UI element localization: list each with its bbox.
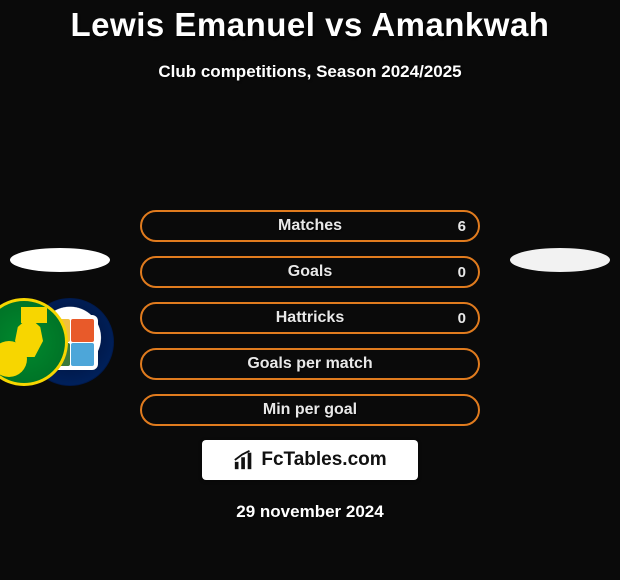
stat-row: Goals per match: [140, 348, 480, 380]
stat-value-right: 0: [458, 310, 466, 327]
site-name: FcTables.com: [261, 449, 386, 471]
bar-chart-icon: [233, 449, 255, 471]
stat-row: Min per goal: [140, 394, 480, 426]
site-badge[interactable]: FcTables.com: [202, 440, 418, 480]
stat-label: Matches: [278, 217, 342, 235]
stat-value-right: 0: [458, 264, 466, 281]
page-subtitle: Club competitions, Season 2024/2025: [0, 62, 620, 82]
player-left-oval: [10, 248, 110, 272]
page-title: Lewis Emanuel vs Amankwah: [0, 0, 620, 44]
stat-label: Hattricks: [276, 309, 344, 327]
stat-row: Hattricks 0: [140, 302, 480, 334]
stat-row: Goals 0: [140, 256, 480, 288]
norwich-castle-icon: [21, 307, 47, 323]
stat-row: Matches 6: [140, 210, 480, 242]
stat-value-right: 6: [458, 218, 466, 235]
stat-label: Goals per match: [247, 355, 372, 373]
comparison-panel: Matches 6 Goals 0 Hattricks 0 Goals per match M…: [0, 122, 620, 522]
stat-label: Goals: [288, 263, 332, 281]
stat-label: Min per goal: [263, 401, 357, 419]
player-right-oval: [510, 248, 610, 272]
comparison-date: 29 november 2024: [0, 502, 620, 522]
